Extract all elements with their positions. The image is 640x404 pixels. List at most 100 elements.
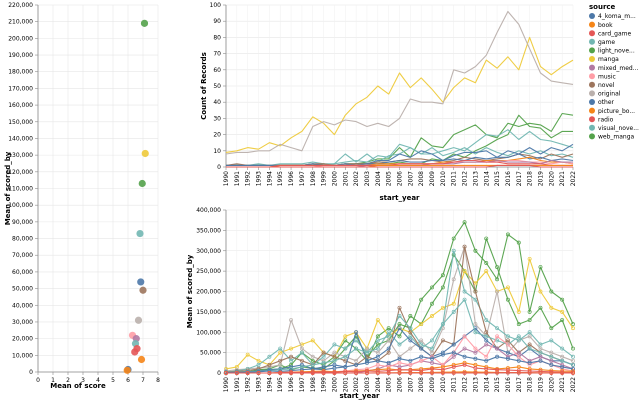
tick-label-y: 80,000 (12, 236, 33, 243)
tick-label-year: 1998 (310, 377, 317, 392)
tick-label-y: 150,000 (8, 119, 33, 126)
tick-label-year: 2003 (364, 171, 371, 186)
y-axis-title: Count of Records (200, 52, 208, 120)
tick-label-y: 150,000 (196, 309, 221, 316)
tick-label-y: 350,000 (196, 227, 221, 234)
tick-label-year: 2003 (364, 377, 371, 392)
tick-label-year: 2015 (494, 171, 501, 186)
tick-label-y: 100 (210, 2, 222, 9)
tick-label-year: 2006 (397, 377, 404, 392)
tick-label-y: 200,000 (196, 289, 221, 296)
scatter-point-manga (142, 150, 149, 157)
tick-label-y: 70 (213, 51, 221, 58)
legend-label-game: game (598, 39, 615, 46)
tick-label-y: 50,000 (12, 286, 33, 293)
line-chart-mean-scored-by: 050,000100,000150,000200,000250,000300,0… (186, 207, 577, 400)
tick-label-year: 2010 (440, 377, 447, 392)
tick-label-year: 2015 (494, 377, 501, 392)
tick-label-y: 20,000 (12, 336, 33, 343)
tick-label-year: 2005 (386, 377, 393, 392)
scatter-point-book (138, 356, 145, 363)
y-axis-title: Mean of scored_by (186, 254, 194, 328)
tick-label-x: 8 (156, 377, 160, 384)
tick-label-y: 160,000 (8, 102, 33, 109)
y-axis-title: Mean of scored_by (4, 151, 12, 225)
legend-label-manga: manga (598, 56, 619, 63)
legend-label-other: other (598, 99, 615, 106)
legend-source: source4_koma_m...bookcard_gamegamelight_… (589, 3, 639, 141)
tick-label-y: 60,000 (12, 269, 33, 276)
tick-label-year: 2019 (537, 171, 544, 186)
tick-label-year: 1991 (234, 171, 241, 186)
tick-label-year: 2000 (331, 377, 338, 392)
tick-label-y: 210,000 (8, 19, 33, 26)
tick-label-year: 2016 (505, 171, 512, 186)
tick-label-year: 2002 (353, 171, 360, 186)
tick-label-y: 220,000 (8, 2, 33, 9)
legend-swatch-music (589, 73, 595, 79)
legend-swatch-original (589, 90, 595, 96)
tick-label-y: 40 (213, 99, 221, 106)
legend-swatch-web_manga (589, 133, 595, 139)
tick-label-y: 60 (213, 67, 221, 74)
x-axis-title: Mean of score (50, 382, 106, 390)
tick-label-year: 1998 (310, 171, 317, 186)
tick-label-year: 1991 (234, 377, 241, 392)
tick-label-year: 2011 (451, 377, 458, 392)
tick-label-y: 40,000 (12, 302, 33, 309)
tick-label-y: 190,000 (8, 52, 33, 59)
tick-label-year: 2022 (570, 377, 577, 392)
legend-label-card_game: card_game (598, 30, 631, 37)
scatter-point-original (135, 317, 142, 324)
tick-label-year: 2018 (527, 171, 534, 186)
tick-label-year: 2020 (548, 171, 555, 186)
tick-label-x: 5 (111, 377, 115, 384)
tick-label-year: 2005 (386, 171, 393, 186)
tick-label-y: 50 (213, 83, 221, 90)
legend-label-light_novel: light_nove... (598, 48, 635, 55)
x-axis-title: start_year (379, 194, 420, 202)
tick-label-year: 1993 (256, 171, 263, 186)
tick-label-y: 30 (213, 115, 221, 122)
tick-label-year: 2007 (407, 377, 414, 392)
tick-label-y: 20 (213, 132, 221, 139)
tick-label-year: 1992 (245, 377, 252, 392)
tick-label-year: 2014 (483, 171, 490, 186)
tick-label-year: 1996 (288, 171, 295, 186)
tick-label-year: 2014 (483, 377, 490, 392)
tick-label-year: 2012 (462, 377, 469, 392)
tick-label-y: 10,000 (12, 352, 33, 359)
legend-swatch-visual_novel (589, 125, 595, 131)
tick-label-year: 2022 (570, 171, 577, 186)
legend-label-music: music (598, 73, 616, 80)
tick-label-y: 30,000 (12, 319, 33, 326)
scatter-point-card_game (131, 348, 138, 355)
tick-label-y: 400,000 (196, 207, 221, 214)
scatter-point-game (136, 230, 143, 237)
tick-label-year: 1993 (256, 377, 263, 392)
tick-label-year: 1999 (321, 171, 328, 186)
tick-label-year: 2004 (375, 171, 382, 186)
scatter-point-4_koma_manga (137, 278, 144, 285)
tick-label-year: 2000 (331, 171, 338, 186)
legend-label-web_manga: web_manga (598, 134, 635, 141)
tick-label-year: 2020 (548, 377, 555, 392)
tick-label-y: 0 (217, 370, 221, 377)
legend-label-4_koma_manga: 4_koma_m... (598, 13, 636, 20)
tick-label-year: 2008 (418, 377, 425, 392)
legend-label-visual_novel: visual_nove... (598, 125, 639, 132)
legend-swatch-picture_book (589, 108, 595, 114)
tick-label-year: 2008 (418, 171, 425, 186)
scatter-point-web_manga (139, 180, 146, 187)
tick-label-year: 1990 (223, 171, 230, 186)
tick-label-y: 50,000 (200, 350, 221, 357)
tick-label-year: 2009 (429, 171, 436, 186)
legend-swatch-other (589, 99, 595, 105)
legend-label-original: original (598, 91, 621, 98)
tick-label-year: 2006 (397, 171, 404, 186)
legend-label-novel: novel (598, 82, 615, 89)
tick-label-year: 2017 (516, 171, 523, 186)
legend-swatch-manga (589, 56, 595, 62)
